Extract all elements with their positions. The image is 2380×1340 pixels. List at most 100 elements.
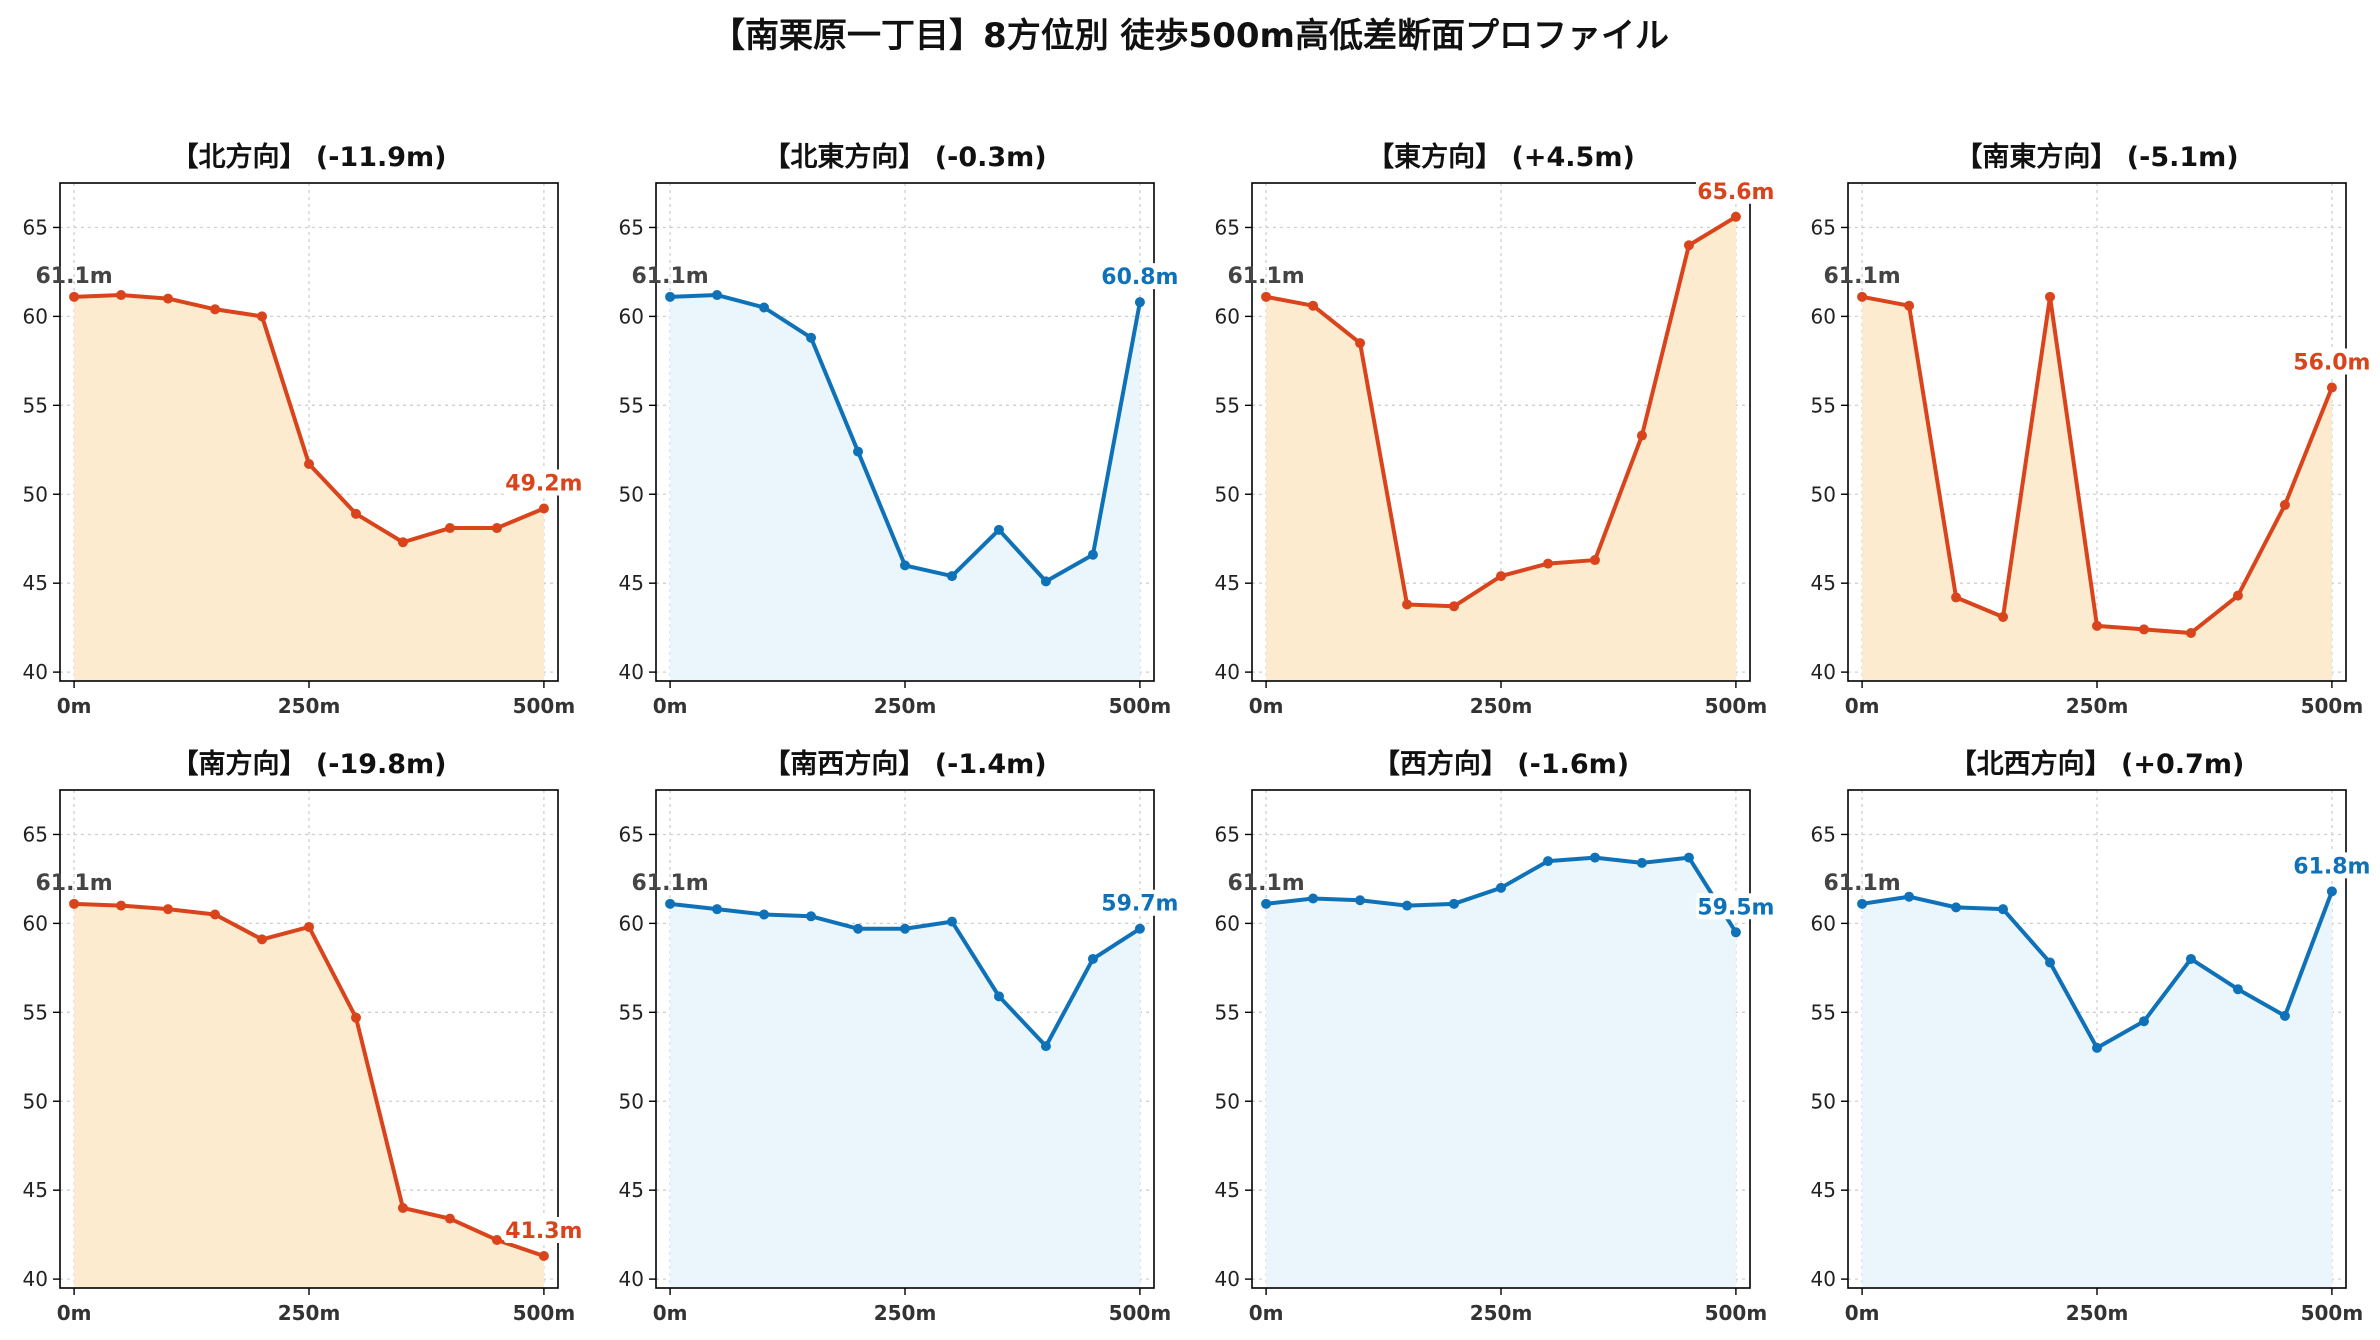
data-point: [2185, 627, 2196, 638]
y-tick-label: 45: [1215, 1178, 1240, 1202]
y-tick-label: 55: [619, 1000, 644, 1024]
area-fill: [670, 903, 1140, 1288]
y-tick-label: 65: [1215, 215, 1240, 239]
y-tick-label: 65: [1811, 822, 1836, 846]
data-point: [993, 991, 1004, 1002]
data-point: [900, 923, 910, 934]
start-elevation-label: 61.1m: [35, 264, 112, 289]
panel-title: 【北東方向】 (-0.3m): [763, 141, 1046, 173]
data-point: [853, 446, 864, 457]
data-point: [1542, 856, 1553, 867]
data-point: [1308, 300, 1319, 311]
data-point: [1308, 893, 1319, 904]
data-point: [444, 523, 455, 534]
data-point: [1636, 430, 1647, 441]
x-tick-label: 500m: [2301, 1301, 2364, 1325]
y-tick-label: 40: [1811, 1267, 1836, 1291]
data-point: [1449, 601, 1460, 612]
x-tick-label: 500m: [1705, 694, 1768, 718]
data-point: [69, 898, 80, 909]
y-tick-label: 40: [619, 1267, 644, 1291]
panel-2: 【東方向】 (+4.5m) 40 45 50 55 60 65 0m 250m 500m 61.1m…: [1215, 141, 1776, 718]
y-tick-label: 55: [1215, 1000, 1240, 1024]
data-point: [712, 904, 723, 915]
x-tick-label: 500m: [1705, 1301, 1768, 1325]
data-point: [1087, 549, 1098, 560]
data-point: [163, 904, 174, 915]
y-tick-label: 45: [23, 1178, 48, 1202]
end-label-background: [1695, 177, 1776, 204]
data-point: [1496, 882, 1506, 893]
end-elevation-label: 59.7m: [1101, 892, 1178, 917]
data-point: [397, 537, 408, 548]
data-point: [1496, 571, 1506, 582]
end-label-background: [2291, 852, 2372, 879]
y-tick-label: 50: [1215, 482, 1240, 506]
figure-title: 【南栗原一丁目】8方位別 徒歩500m高低差断面プロファイル: [711, 16, 1669, 56]
panel-title: 【西方向】 (-1.6m): [1373, 748, 1629, 780]
x-tick-label: 0m: [1249, 694, 1284, 718]
area-fill: [1266, 857, 1736, 1288]
panel-title: 【北西方向】 (+0.7m): [1950, 748, 2245, 780]
y-tick-label: 40: [1215, 1267, 1240, 1291]
data-point: [1589, 555, 1600, 566]
end-label-background: [2291, 348, 2372, 375]
data-point: [163, 293, 174, 304]
panel-7: 【北西方向】 (+0.7m) 40 45 50 55 60 65 0m 250m 500m 61.1…: [1811, 748, 2372, 1325]
data-point: [1730, 211, 1741, 222]
end-elevation-label: 41.3m: [505, 1219, 582, 1244]
data-point: [1951, 592, 1962, 603]
data-point: [1355, 895, 1366, 906]
x-tick-label: 250m: [278, 694, 341, 718]
y-tick-label: 65: [619, 215, 644, 239]
y-tick-label: 60: [23, 304, 48, 328]
data-point: [2045, 291, 2056, 302]
data-point: [2092, 1042, 2102, 1053]
panel-title: 【南方向】 (-19.8m): [171, 748, 446, 780]
y-tick-label: 65: [23, 215, 48, 239]
data-point: [2279, 1010, 2290, 1021]
data-point: [304, 459, 314, 470]
data-point: [2092, 620, 2102, 631]
data-point: [1589, 852, 1600, 863]
y-tick-label: 40: [619, 660, 644, 684]
start-elevation-label: 61.1m: [1823, 871, 1900, 896]
x-tick-label: 0m: [1845, 694, 1880, 718]
data-point: [1402, 599, 1413, 610]
y-tick-label: 50: [619, 482, 644, 506]
x-tick-label: 0m: [57, 1301, 92, 1325]
data-point: [759, 302, 770, 313]
data-point: [2232, 590, 2243, 601]
data-point: [1261, 291, 1272, 302]
y-tick-label: 55: [1215, 393, 1240, 417]
x-tick-label: 250m: [874, 694, 937, 718]
end-label-background: [503, 469, 584, 496]
end-elevation-label: 65.6m: [1697, 180, 1774, 205]
data-point: [1998, 611, 2009, 622]
data-point: [1857, 898, 1868, 909]
panel-3: 【南東方向】 (-5.1m) 40 45 50 55 60 65 0m 250m 500m 61.1…: [1811, 141, 2372, 718]
data-point: [900, 560, 910, 571]
x-tick-label: 0m: [1249, 1301, 1284, 1325]
end-elevation-label: 60.8m: [1101, 265, 1178, 290]
area-fill: [670, 295, 1140, 681]
data-point: [538, 1250, 549, 1261]
x-tick-label: 500m: [2301, 694, 2364, 718]
start-elevation-label: 61.1m: [35, 871, 112, 896]
data-point: [665, 898, 676, 909]
y-tick-label: 55: [1811, 1000, 1836, 1024]
data-point: [1904, 891, 1915, 902]
data-point: [1261, 898, 1272, 909]
area-fill: [1862, 296, 2332, 681]
y-tick-label: 45: [23, 571, 48, 595]
area-fill: [74, 295, 544, 681]
panel-5: 【南西方向】 (-1.4m) 40 45 50 55 60 65 0m 250m 500m 61.1…: [619, 748, 1180, 1325]
data-point: [1040, 576, 1051, 587]
x-tick-label: 0m: [1845, 1301, 1880, 1325]
data-point: [712, 290, 723, 301]
data-point: [759, 909, 770, 920]
y-tick-label: 65: [619, 822, 644, 846]
y-tick-label: 65: [1215, 822, 1240, 846]
data-point: [2232, 984, 2243, 995]
